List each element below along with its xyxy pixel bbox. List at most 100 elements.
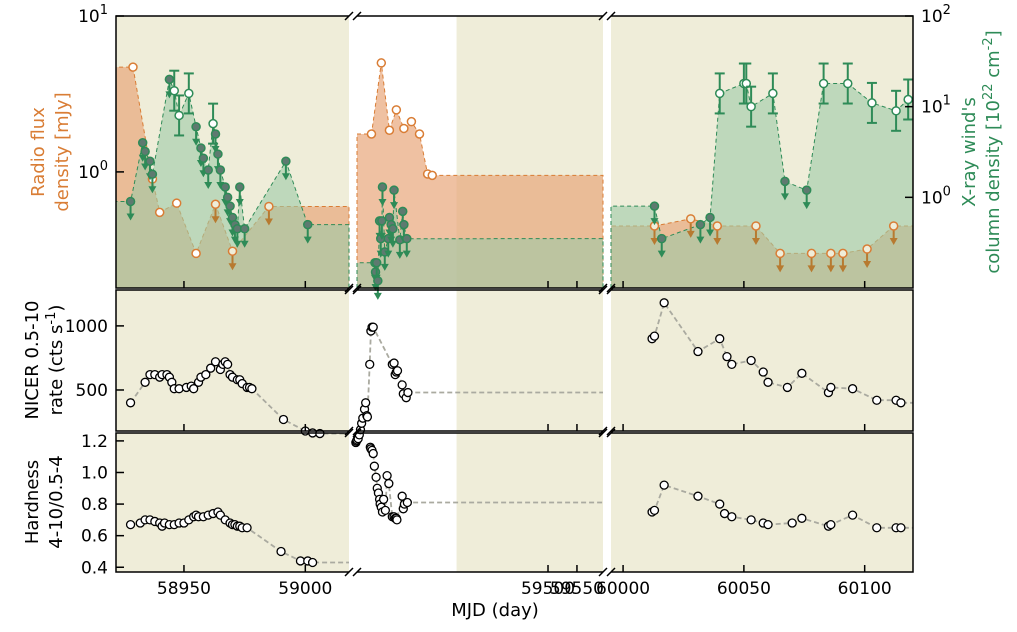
nicer_rate-point (693, 346, 703, 357)
nicer_rate-point (403, 387, 413, 398)
xtick-label: 59500 (521, 579, 575, 599)
radio-point (376, 58, 387, 68)
ylabel-radio-line2: density [mJy] (52, 92, 73, 211)
hardness-point (649, 505, 660, 516)
shaded-region (116, 433, 349, 572)
ytick-right-label: 100 (921, 184, 951, 208)
radio-upper-limit-head (863, 261, 872, 269)
nh-point (377, 216, 387, 226)
nicer_rate-point (278, 414, 289, 425)
radio-upper-limit-head (686, 230, 695, 238)
hardness-point (787, 518, 797, 528)
x-axis-label: MJD (day) (451, 600, 539, 621)
nh-upper-limit-head (148, 186, 157, 194)
hardness-point (276, 546, 286, 557)
nh-point (225, 201, 235, 211)
radio-point (888, 221, 899, 231)
ylabel-nicer-line2: rate (cts s-1) (44, 305, 67, 416)
nicer_rate-point (362, 412, 373, 422)
nh-upper-limit-head (303, 236, 312, 244)
hardness-point (125, 519, 136, 530)
hardness-point (896, 523, 906, 533)
nh-point (164, 74, 175, 85)
nicer_rate-point (649, 331, 660, 341)
ylabel-radio-line1: Radio flux (28, 107, 49, 197)
ylabel-nicer: NICER 0.5-10 rate (cts s-1) (22, 301, 67, 420)
nh-point (302, 219, 313, 230)
nh-point (208, 118, 218, 129)
nh-point (714, 88, 725, 99)
radio-point (414, 129, 425, 139)
hardness-point (384, 478, 394, 489)
nh-upper-limit-head (141, 163, 150, 171)
nh-point (371, 257, 382, 268)
radio-point (391, 105, 402, 115)
nh-upper-limit-head (204, 182, 213, 190)
hardness-point (369, 461, 380, 471)
axis-break-mark (606, 283, 616, 293)
axis-frame (611, 289, 914, 432)
nh-point (780, 176, 790, 187)
hardness-point (307, 557, 318, 568)
nh-point (184, 88, 194, 99)
nh-point (818, 78, 829, 89)
hardness-point (368, 448, 378, 459)
nh-point (867, 98, 877, 108)
radio-point (384, 125, 395, 135)
radio-point (685, 214, 696, 224)
axis-break-mark (352, 426, 362, 436)
nicer_rate-point (746, 355, 756, 366)
hardness-point (715, 499, 725, 509)
hardness-point (797, 513, 807, 523)
axis-frame (357, 15, 603, 289)
radio-area (356, 62, 604, 289)
ylabel-nicer-line1: NICER 0.5-10 (22, 301, 43, 420)
radio-point (751, 221, 761, 231)
nh-point (373, 276, 383, 286)
nh-point (210, 129, 221, 139)
ylabel-nh: X-ray wind's column density [1022 cm-2] (959, 30, 1004, 273)
nicer_rate-point (389, 358, 399, 368)
nh-point (768, 88, 778, 99)
nh-point (137, 137, 148, 148)
axis-break-mark (598, 567, 608, 577)
nicer_rate-point (222, 359, 233, 369)
axis-frame (357, 289, 603, 432)
nh-point (389, 185, 399, 195)
ylabel-hardness-line1: Hardness (22, 460, 43, 544)
axis-frame (115, 15, 349, 289)
nh-point (705, 212, 715, 223)
nh-point (213, 149, 223, 159)
radio-point (806, 248, 817, 259)
nh-upper-limit-head (696, 236, 705, 244)
hardness-point (378, 494, 389, 504)
radio-point (775, 248, 785, 259)
ytick-label: 0.6 (81, 527, 108, 547)
nicer_rate-point (247, 384, 257, 394)
radio-upper-limit-head (713, 237, 722, 245)
ytick-label: 500 (76, 381, 108, 401)
radio-upper-limit-head (807, 265, 816, 273)
nicer_rate-point (763, 377, 773, 387)
nh-point (397, 206, 408, 217)
axis-break-mark (352, 283, 362, 293)
nh-upper-limit-head (384, 250, 393, 258)
nh-point (198, 153, 209, 163)
nh-upper-limit-head (802, 202, 811, 210)
radio-upper-limit-head (264, 218, 273, 226)
axis-frame (115, 289, 349, 432)
nicer_rate-point (206, 363, 216, 373)
xtick-label: 60000 (596, 579, 650, 599)
nicer_rate-point (782, 382, 793, 393)
nh-upper-limit-head (402, 250, 411, 258)
axis-frame (357, 432, 603, 573)
nicer_rate-point (174, 384, 184, 394)
ytick-right-label: 102 (921, 3, 951, 27)
axis-break-mark (598, 11, 608, 21)
hardness-point (746, 515, 756, 525)
nh-point (746, 101, 756, 112)
radio-point (227, 246, 238, 256)
radio-point (128, 62, 138, 72)
hardness-point (847, 510, 858, 520)
